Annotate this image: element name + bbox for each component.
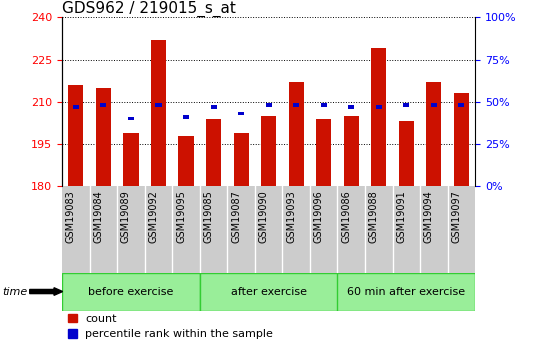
Bar [73, 105, 79, 109]
Text: GSM19089: GSM19089 [121, 190, 131, 243]
Text: GSM19088: GSM19088 [369, 190, 379, 243]
Bar [376, 105, 382, 109]
Bar [123, 133, 139, 186]
Text: GSM19085: GSM19085 [204, 190, 214, 244]
Bar [178, 136, 194, 186]
Bar [371, 48, 387, 186]
Text: GDS962 / 219015_s_at: GDS962 / 219015_s_at [62, 1, 236, 17]
Bar [156, 104, 161, 107]
Text: after exercise: after exercise [231, 287, 307, 296]
Bar [100, 104, 106, 107]
Bar [343, 116, 359, 186]
Text: GSM19087: GSM19087 [231, 190, 241, 244]
Text: GSM19083: GSM19083 [66, 190, 76, 243]
Bar [183, 115, 189, 119]
Bar [338, 273, 475, 310]
Text: GSM19084: GSM19084 [93, 190, 104, 243]
Text: GSM19092: GSM19092 [148, 190, 159, 244]
Bar [233, 133, 249, 186]
Legend: count, percentile rank within the sample: count, percentile rank within the sample [68, 314, 273, 339]
Bar [206, 119, 221, 186]
Bar [128, 117, 134, 120]
Bar [238, 112, 244, 115]
Bar [321, 104, 327, 107]
Text: GSM19096: GSM19096 [314, 190, 323, 243]
Bar [261, 116, 276, 186]
Bar [96, 88, 111, 186]
Bar [62, 273, 200, 310]
Bar [399, 121, 414, 186]
Bar [211, 105, 217, 109]
Text: before exercise: before exercise [88, 287, 174, 296]
Bar [293, 104, 299, 107]
Text: GSM19094: GSM19094 [424, 190, 434, 243]
Text: GSM19095: GSM19095 [176, 190, 186, 244]
Bar [458, 104, 464, 107]
Bar [316, 119, 332, 186]
Bar [266, 104, 272, 107]
Text: GSM19093: GSM19093 [286, 190, 296, 243]
Text: time: time [3, 287, 28, 296]
Bar [200, 273, 338, 310]
Bar [68, 85, 84, 186]
Bar [454, 93, 469, 186]
Text: GSM19086: GSM19086 [341, 190, 351, 243]
Bar [403, 104, 409, 107]
Bar [431, 104, 437, 107]
Bar [288, 82, 304, 186]
Bar [348, 105, 354, 109]
Text: GSM19097: GSM19097 [451, 190, 461, 244]
Text: GSM19090: GSM19090 [259, 190, 269, 243]
Text: 60 min after exercise: 60 min after exercise [347, 287, 465, 296]
Text: GSM19091: GSM19091 [396, 190, 406, 243]
Bar [151, 40, 166, 186]
Bar [426, 82, 442, 186]
